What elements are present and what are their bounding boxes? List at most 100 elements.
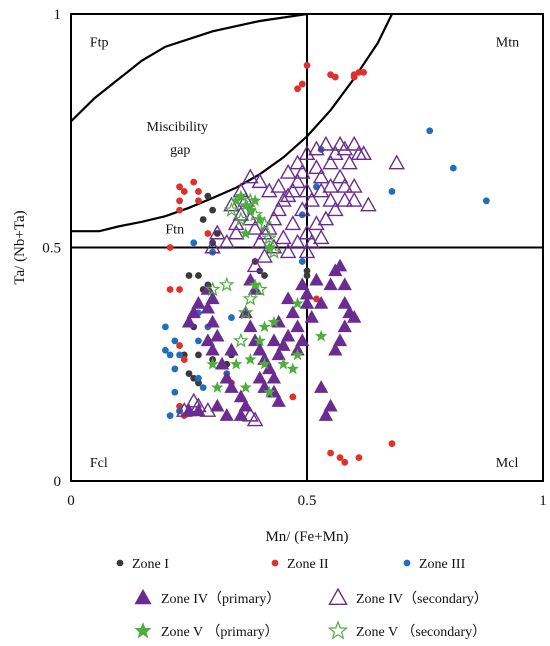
data-point [263,385,276,398]
data-point [166,286,174,293]
data-point [482,197,490,205]
data-point [312,229,330,245]
data-point [252,342,267,356]
data-point [293,201,311,217]
data-point [176,342,183,349]
data-point [234,189,248,202]
data-point [195,188,202,195]
data-point [261,229,278,245]
data-point [239,381,252,393]
data-point [210,328,225,342]
data-point [176,351,183,359]
data-point [280,328,296,342]
data-point [263,241,276,253]
data-point [162,346,169,354]
data-point [237,304,254,320]
data-point [271,394,286,407]
legend-item: Zone IV（primary） [134,589,280,607]
data-point [258,357,271,370]
legend-item: Zone III [403,557,466,572]
data-point [218,276,235,292]
data-point [289,154,306,170]
data-point [313,295,320,303]
data-point [200,333,216,347]
data-point [355,145,372,161]
data-point [270,177,287,193]
data-point [204,230,212,237]
x-tick-label: 1 [539,493,547,509]
data-point [181,403,197,417]
y-axis-label: Ta/ (Nb+Ta) [12,210,28,284]
data-point [345,135,363,151]
data-point [180,188,188,195]
data-point [205,314,220,328]
annotation-label: Miscibility [147,120,208,135]
region-label: Ftn [165,222,184,237]
y-tick-label: 0 [54,474,62,490]
data-point [253,213,266,225]
data-point [195,351,202,359]
data-point [243,319,258,333]
y-tick-label: 1 [54,7,62,23]
series-7 [204,192,282,348]
legend-marker [134,622,152,639]
data-point [204,192,212,200]
data-point [186,305,201,319]
data-point [298,182,316,198]
data-point [262,361,277,375]
annotation-label: gap [170,143,190,158]
miscibility-curve-lower [71,14,393,233]
legend-label: Zone V （secondary） [356,624,486,640]
data-point [200,300,216,314]
data-point [449,164,457,172]
data-point [266,243,282,259]
data-point [341,154,358,170]
legend-label: Zone II [287,557,329,572]
data-point [289,233,306,249]
data-point [331,73,339,81]
data-point [298,258,306,265]
data-point [246,411,264,427]
data-point [336,191,354,207]
data-point [205,291,220,305]
data-point [176,197,183,205]
data-point [337,296,352,309]
data-point [181,314,197,328]
data-point [299,286,315,300]
data-point [244,353,257,365]
data-point [209,206,217,214]
data-point [223,201,240,217]
data-point [209,224,226,240]
data-point [355,68,363,76]
data-point [233,211,249,227]
data-point [195,379,202,387]
data-point [275,191,292,207]
data-point [303,191,321,207]
legend-item: Zone V （primary） [134,622,279,640]
data-point [294,85,301,93]
data-point [298,243,316,259]
data-point [327,449,334,457]
data-point [171,388,179,396]
data-point [251,233,269,249]
data-point [298,224,316,240]
data-point [209,239,217,247]
data-point [206,357,219,370]
data-point [289,173,306,189]
data-point [166,351,174,359]
data-point [190,374,198,382]
data-point [199,384,207,391]
region-label: Mcl [496,456,519,471]
data-point [171,337,179,345]
data-point [337,277,352,291]
data-point [265,210,283,226]
data-point [210,398,225,412]
data-point [204,281,221,297]
region-label: Fcl [90,456,108,471]
series-4 [181,258,362,421]
data-point [303,267,311,275]
data-point [199,216,207,223]
data-point [285,305,300,319]
data-point [175,402,193,417]
